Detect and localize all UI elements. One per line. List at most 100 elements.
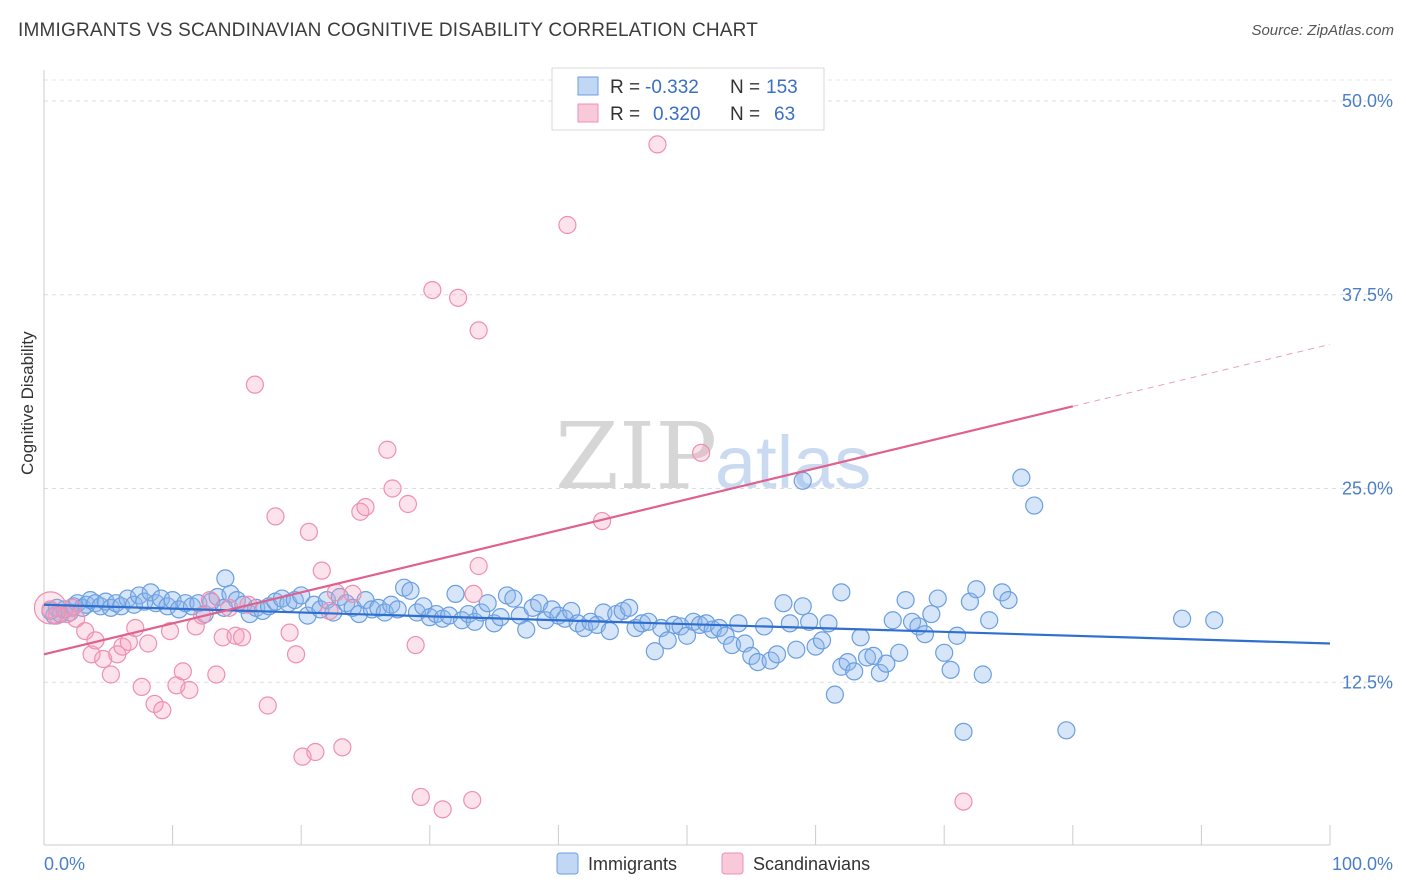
immigrants-point-79 (504, 589, 523, 608)
legend-label-scandinavians: Scandinavians (753, 854, 870, 874)
watermark-zip: ZIP (555, 403, 717, 510)
scandinavians-point-37 (306, 742, 325, 762)
immigrants-point-162 (793, 471, 812, 490)
scandinavians-point-7 (94, 649, 113, 669)
immigrants-point-161 (832, 583, 851, 602)
scandinavians-trend-extension (1072, 343, 1331, 407)
scandinavians-point-39 (320, 601, 339, 621)
y-tick-labels: 12.5% 25.0% 37.5% 50.0% (1342, 91, 1393, 692)
scandinavians-point-49 (411, 787, 430, 807)
stats-n-value-scandinavians: 63 (774, 104, 795, 125)
legend-label-immigrants: Immigrants (588, 854, 677, 874)
y-tick-label-3: 50.0% (1342, 91, 1393, 111)
immigrants-point-138 (883, 611, 902, 630)
immigrants-point-156 (1012, 468, 1031, 487)
immigrants-point-137 (877, 654, 896, 673)
immigrants-point-136 (870, 663, 890, 683)
stats-r-label-scandinavians: R = (610, 104, 640, 125)
series-legend: Immigrants Scandinavians (556, 852, 870, 875)
immigrants-point-81 (517, 620, 536, 639)
scandinavians-point-52 (448, 288, 468, 307)
immigrants-point-131 (838, 652, 857, 672)
immigrants-point-132 (845, 662, 864, 681)
immigrants-point-160 (1205, 611, 1224, 630)
scandinavians-point-14 (139, 634, 158, 653)
scandinavians-point-4 (76, 621, 95, 641)
immigrants-point-112 (716, 626, 735, 645)
immigrants-point-122 (780, 614, 799, 633)
immigrants-point-77 (491, 608, 510, 627)
immigrants-point-121 (774, 594, 793, 613)
stats-r-value-immigrants: -0.332 (645, 77, 699, 98)
chart-title: IMMIGRANTS VS SCANDINAVIAN COGNITIVE DIS… (18, 20, 759, 41)
immigrants-point-134 (857, 648, 877, 667)
immigrants-point-158 (1057, 721, 1076, 740)
scandinavians-point-46 (383, 479, 402, 498)
immigrants-point-140 (896, 590, 915, 610)
x-tick-label-1: 100.0% (1332, 854, 1393, 874)
scandinavians-point-62 (63, 598, 82, 617)
scandinavians-point-13 (132, 677, 151, 697)
immigrants-point-159 (1173, 609, 1192, 628)
scandinavians-point-17 (160, 621, 180, 641)
immigrants-point-63 (401, 581, 420, 600)
scandinavians-point-59 (648, 135, 667, 154)
scandinavians-point-57 (558, 215, 577, 235)
immigrants-point-10 (81, 590, 100, 610)
legend-swatch-immigrants (556, 852, 579, 875)
immigrants-point-133 (851, 628, 870, 647)
scandinavians-point-19 (173, 662, 192, 681)
immigrants-point-127 (812, 631, 832, 650)
scandinavians-point-38 (312, 561, 331, 580)
x-tick-labels: 0.0% 100.0% (44, 854, 1393, 874)
scandinavians-point-24 (207, 665, 226, 684)
scandinavians-trend-line (43, 405, 1074, 656)
x-tick-label-0: 0.0% (44, 854, 85, 874)
immigrants-point-144 (922, 604, 941, 624)
immigrants-point-75 (478, 594, 497, 613)
y-tick-label-2: 37.5% (1342, 285, 1393, 305)
scandinavians-point-60 (692, 443, 711, 462)
scandinavians-point-23 (200, 590, 219, 610)
watermark-atlas: atlas (715, 421, 871, 504)
scandinavians-point-44 (356, 498, 375, 517)
scandinavians-point-36 (299, 522, 319, 542)
immigrants-point-94 (600, 621, 619, 641)
immigrants-point-152 (973, 665, 992, 684)
y-tick-label-1: 25.0% (1342, 479, 1393, 499)
stats-legend-swatch-scandinavians (577, 103, 599, 123)
scandinavians-points (33, 135, 973, 819)
scandinavians-point-20 (180, 680, 199, 700)
immigrants-point-101 (645, 642, 664, 661)
immigrants-point-139 (890, 643, 909, 662)
scandinavians-point-highlight (33, 591, 68, 625)
scandinavians-point-32 (266, 507, 285, 526)
immigrants-point-129 (825, 685, 844, 704)
immigrants-point-147 (941, 660, 960, 679)
scandinavians-point-55 (469, 556, 488, 576)
immigrants-point-157 (1025, 496, 1044, 515)
scandinavians-point-42 (343, 584, 362, 604)
immigrants-point-103 (658, 631, 677, 650)
scandinavians-point-54 (469, 321, 488, 340)
scandinavians-point-33 (280, 623, 299, 642)
chart-source: Source: ZipAtlas.com (1251, 22, 1394, 39)
stats-n-label-immigrants: N = (730, 77, 760, 98)
immigrants-point-143 (915, 625, 935, 644)
scandinavians-point-51 (433, 800, 452, 819)
immigrants-point-61 (388, 600, 407, 619)
immigrants-point-125 (800, 612, 819, 631)
scandinavians-point-27 (226, 626, 245, 645)
scandinavians-point-8 (101, 665, 120, 684)
immigrants-point-151 (967, 580, 986, 599)
immigrants-point-123 (787, 640, 806, 659)
scandinavians-point-61 (954, 792, 973, 811)
immigrants-point-149 (954, 722, 973, 741)
scandinavians-point-5 (82, 645, 101, 664)
axes (43, 70, 1331, 846)
immigrants-point-36 (216, 569, 235, 588)
immigrants-trend-line (43, 603, 1331, 645)
stats-r-label-immigrants: R = (610, 77, 640, 98)
scandinavians-point-30 (245, 375, 265, 394)
